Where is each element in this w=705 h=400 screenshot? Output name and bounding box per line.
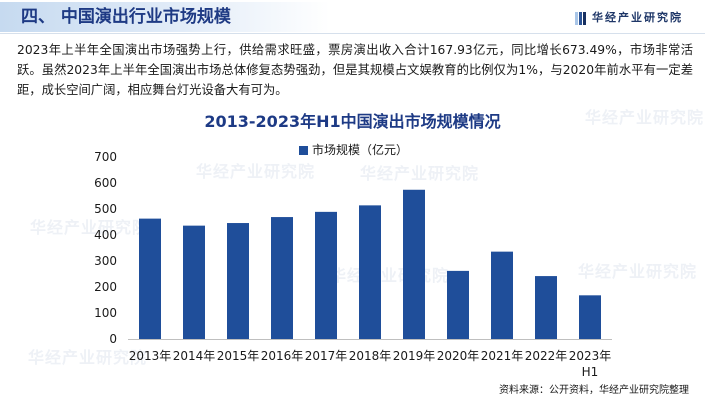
y-tick-label: 500: [94, 202, 117, 216]
x-tick-label: 2013年: [129, 349, 172, 363]
bar-2014年: [183, 225, 205, 339]
y-tick-label: 400: [94, 228, 117, 242]
x-tick-label: 2014年: [173, 349, 216, 363]
bar-2019年: [403, 189, 425, 339]
y-tick-label: 100: [94, 306, 117, 320]
y-tick-label: 300: [94, 254, 117, 268]
watermark: 华经产业研究院: [360, 164, 480, 183]
y-tick-label: 0: [109, 332, 117, 346]
x-tick-label: 2016年: [261, 349, 304, 363]
x-tick-label: 2022年: [525, 349, 568, 363]
bar-2021年: [491, 251, 513, 339]
bar-2023年H1: [579, 295, 601, 339]
header-band: [0, 2, 330, 32]
watermark: 华经产业研究院: [585, 108, 705, 127]
legend-label: 市场规模（亿元）: [312, 143, 409, 157]
x-tick-label: 2023年 H1: [569, 349, 612, 379]
intro-paragraph: 2023年上半年全国演出市场强势上行，供给需求旺盛，票房演出收入合计167.93…: [17, 43, 693, 97]
bar-2015年: [227, 223, 249, 339]
x-tick-label: 2019年: [393, 349, 436, 363]
bar-2016年: [271, 217, 293, 339]
chart-title: 2013-2023年H1中国演出市场规模情况: [204, 112, 501, 131]
source-note: 资料来源：公开资料，华经产业研究院整理: [499, 385, 689, 396]
header-divider: [0, 33, 705, 34]
x-tick-label: 2021年: [481, 349, 524, 363]
x-tick-label: 2017年: [305, 349, 348, 363]
watermark: 华经产业研究院: [578, 262, 698, 281]
bar-2022年: [535, 276, 557, 339]
watermark: 华经产业研究院: [196, 162, 316, 181]
bar-2017年: [315, 211, 337, 339]
x-tick-label: 2020年: [437, 349, 480, 363]
x-tick-label: 2018年: [349, 349, 392, 363]
brand-logo-text: 华经产业研究院: [592, 11, 683, 24]
bar-2018年: [359, 205, 381, 339]
x-tick-label: 2015年: [217, 349, 260, 363]
bar-2020年: [447, 270, 469, 339]
striped-square-logo-icon: [575, 11, 587, 25]
legend-swatch: [299, 145, 308, 155]
y-tick-label: 700: [94, 150, 117, 164]
y-tick-label: 600: [94, 176, 117, 190]
y-tick-label: 200: [94, 280, 117, 294]
brand-logo: 华经产业研究院: [575, 10, 683, 26]
chart-legend: 市场规模（亿元）: [299, 142, 408, 158]
section-title: 四、 中国演出行业市场规模: [21, 7, 231, 27]
watermark: 华经产业研究院: [28, 348, 148, 367]
bar-2013年: [139, 218, 161, 339]
watermark: 华经产业研究院: [30, 218, 150, 237]
